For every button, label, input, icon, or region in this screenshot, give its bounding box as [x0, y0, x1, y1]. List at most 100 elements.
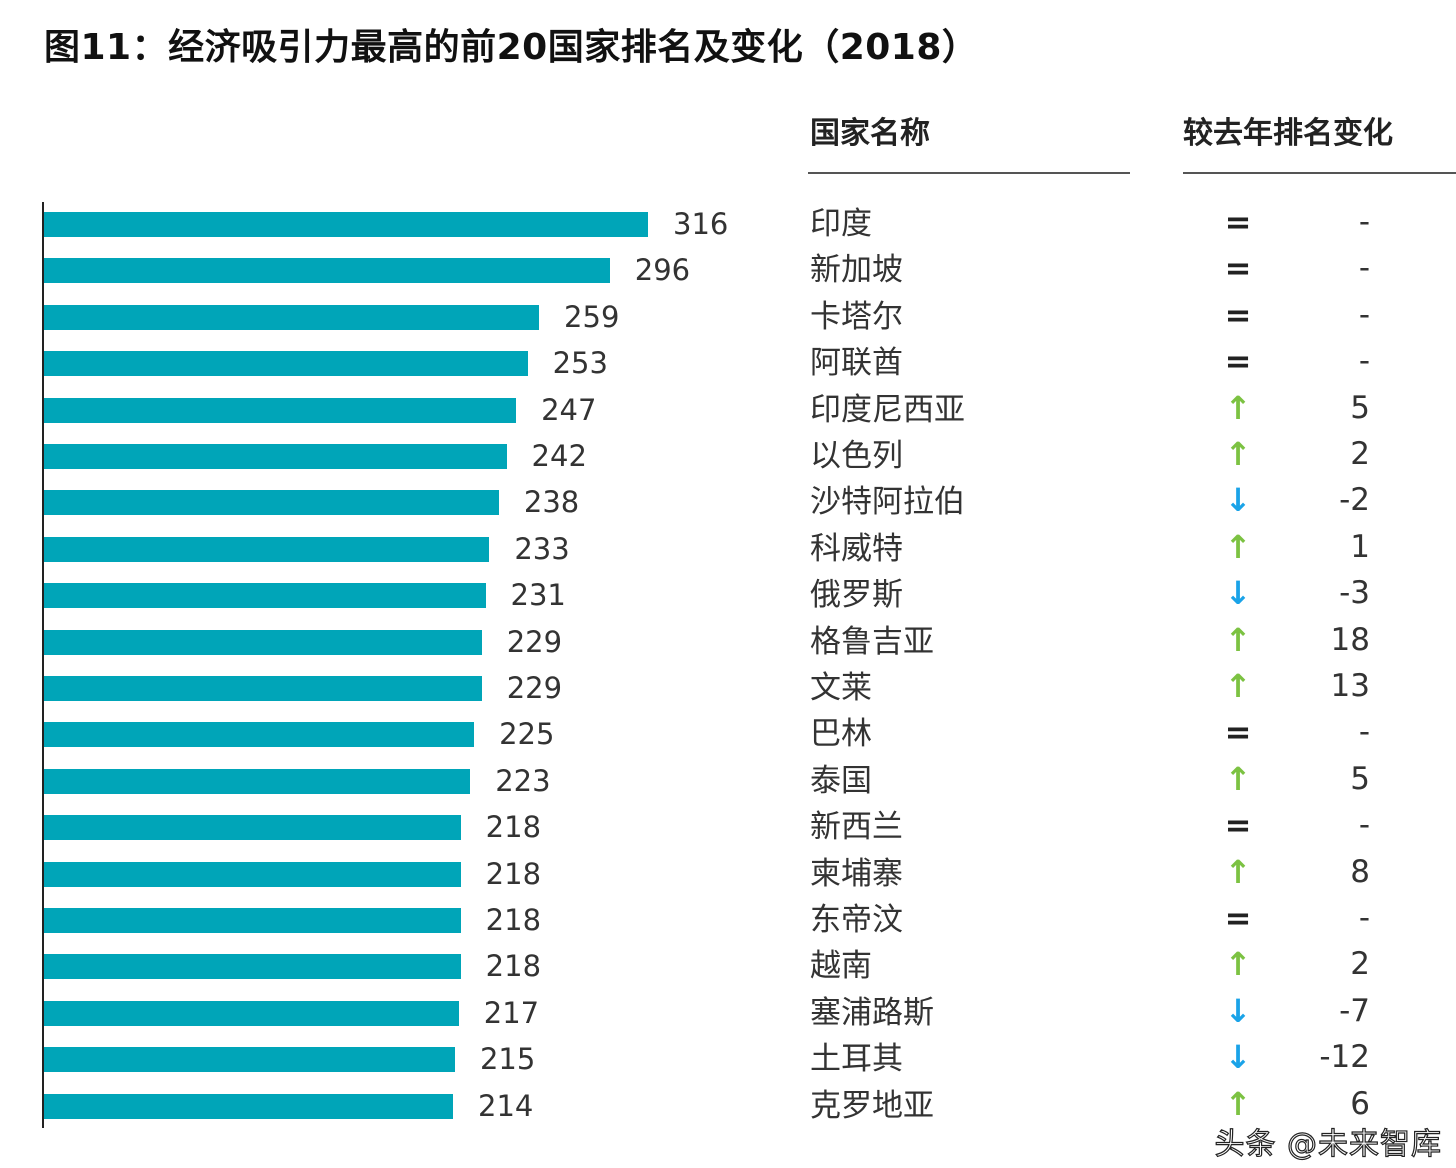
value-label: 223: [495, 763, 551, 798]
equal-icon: =: [1224, 342, 1252, 381]
value-label: 231: [510, 578, 566, 613]
value-label: 229: [506, 624, 563, 659]
bar: [44, 536, 490, 562]
country-label: 新西兰: [810, 809, 903, 846]
country-label: 新加坡: [810, 252, 903, 289]
value-label: 238: [523, 485, 580, 520]
rank-change-label: 2: [1350, 946, 1370, 983]
y-axis-line: [42, 202, 44, 1128]
country-label: 格鲁吉亚: [810, 623, 934, 660]
value-label: 218: [485, 810, 542, 845]
bar: [44, 722, 475, 748]
equal-icon: =: [1224, 713, 1252, 752]
rank-change-label: -: [1358, 900, 1370, 936]
country-label: 卡塔尔: [810, 298, 903, 335]
country-label: 土耳其: [810, 1041, 903, 1078]
country-label: 东帝汶: [810, 902, 903, 938]
rank-change-label: -2: [1339, 482, 1370, 519]
arrow-up-icon: ↑: [1224, 388, 1252, 427]
bar: [44, 304, 540, 330]
bar: [44, 444, 507, 469]
country-column-header: 国家名称: [810, 116, 930, 151]
watermark: 头条 @未来智库: [1214, 1126, 1442, 1162]
arrow-up-icon: ↑: [1224, 667, 1252, 705]
value-label: 218: [485, 949, 542, 984]
bar: [44, 583, 486, 609]
value-label: 233: [514, 531, 570, 566]
value-label: 218: [485, 903, 542, 937]
arrow-down-icon: ↓: [1224, 574, 1252, 613]
value-label: 217: [483, 995, 540, 1030]
rank-change-label: -7: [1339, 992, 1370, 1029]
bar: [44, 676, 482, 701]
equal-icon: =: [1224, 295, 1252, 334]
equal-icon: =: [1224, 899, 1252, 937]
country-label: 印度尼西亚: [810, 391, 965, 428]
bar: [44, 768, 471, 794]
arrow-up-icon: ↑: [1224, 1084, 1252, 1123]
rank-change-label: 6: [1350, 1085, 1370, 1122]
country-label: 泰国: [810, 762, 872, 799]
value-label: 225: [499, 717, 555, 752]
bar: [44, 1000, 459, 1026]
rank-change-label: -: [1358, 296, 1370, 333]
equal-icon: =: [1224, 806, 1252, 845]
bar: [44, 351, 528, 377]
bar: [44, 397, 517, 423]
country-label: 克罗地亚: [810, 1087, 934, 1124]
rank-change-label: -: [1358, 250, 1370, 287]
value-label: 229: [506, 671, 563, 705]
country-label: 塞浦路斯: [810, 994, 934, 1031]
arrow-down-icon: ↓: [1224, 991, 1252, 1030]
rank-change-label: 2: [1350, 436, 1370, 472]
change-column-header: 较去年排名变化: [1183, 116, 1393, 151]
rank-change-label: -: [1358, 807, 1370, 844]
rank-change-label: 18: [1330, 621, 1370, 658]
bar: [44, 1047, 455, 1073]
country-label: 阿联酋: [810, 345, 903, 382]
country-label: 文莱: [810, 670, 872, 706]
rank-change-label: -3: [1339, 575, 1370, 612]
country-label: 科威特: [810, 530, 903, 567]
bar: [44, 258, 610, 284]
value-label: 214: [478, 1088, 534, 1123]
rank-change-label: 13: [1330, 668, 1370, 704]
value-label: 215: [479, 1042, 536, 1077]
rank-change-label: 5: [1350, 389, 1370, 426]
country-label: 印度: [810, 206, 872, 242]
arrow-down-icon: ↓: [1224, 481, 1252, 520]
country-label: 巴林: [810, 716, 872, 753]
rank-change-label: 8: [1350, 853, 1370, 890]
arrow-up-icon: ↑: [1224, 527, 1252, 566]
bar: [44, 815, 461, 841]
bar: [44, 908, 461, 933]
bar: [44, 490, 499, 516]
rank-change-label: -: [1358, 204, 1370, 240]
arrow-up-icon: ↑: [1224, 852, 1252, 891]
country-label: 以色列: [810, 438, 903, 474]
bar: [44, 954, 461, 980]
equal-icon: =: [1224, 249, 1252, 288]
rank-change-label: 1: [1350, 528, 1370, 565]
country-header-rule: [808, 172, 1130, 174]
rank-change-label: -12: [1319, 1039, 1370, 1076]
country-label: 俄罗斯: [810, 577, 903, 614]
arrow-down-icon: ↓: [1224, 1038, 1252, 1077]
arrow-up-icon: ↑: [1224, 759, 1252, 798]
value-label: 242: [531, 439, 587, 473]
value-label: 259: [564, 299, 620, 334]
country-label: 越南: [810, 948, 872, 985]
rank-change-label: 5: [1350, 760, 1370, 797]
bar: [44, 629, 482, 655]
arrow-up-icon: ↑: [1224, 435, 1252, 473]
value-label: 247: [541, 392, 597, 427]
value-label: 218: [485, 856, 542, 891]
arrow-up-icon: ↑: [1224, 945, 1252, 984]
bar: [44, 861, 461, 887]
value-label: 296: [634, 253, 691, 288]
value-label: 253: [552, 346, 608, 381]
change-header-rule: [1183, 172, 1456, 174]
value-label: 316: [673, 207, 729, 241]
arrow-up-icon: ↑: [1224, 620, 1252, 659]
rank-change-label: -: [1358, 343, 1370, 380]
